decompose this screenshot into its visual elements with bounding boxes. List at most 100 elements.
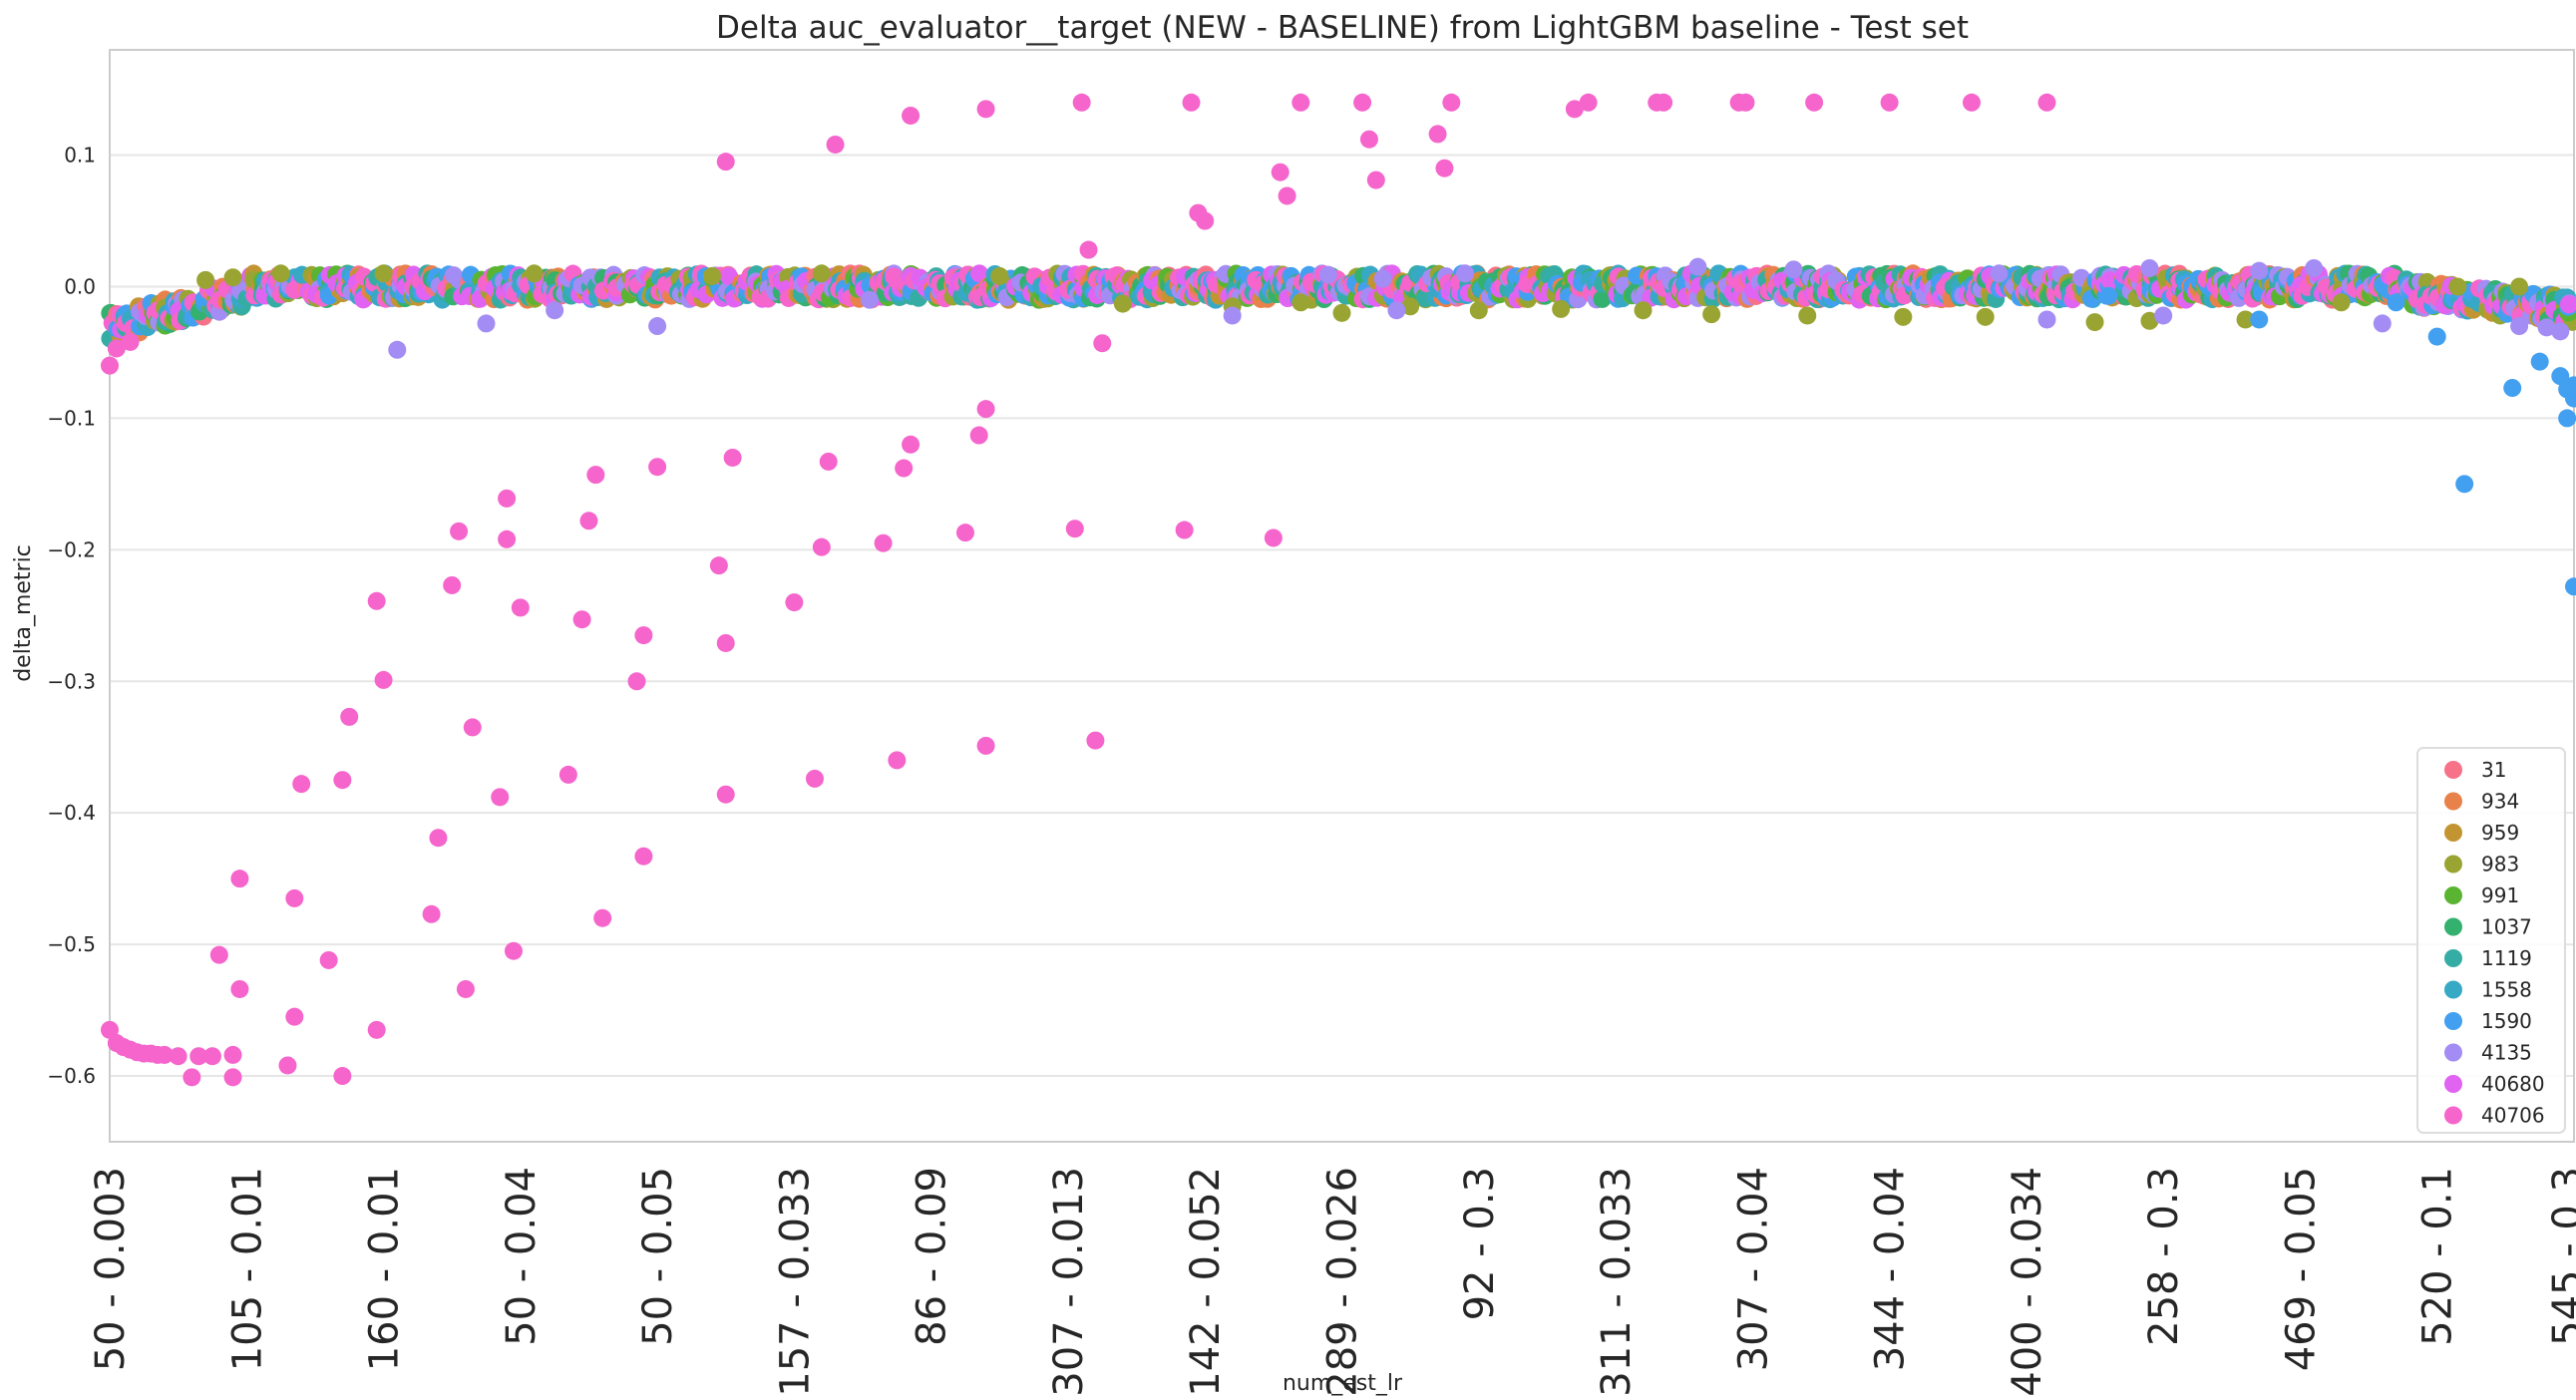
- legend-marker: [2444, 1075, 2462, 1093]
- data-point-983: [2332, 293, 2351, 312]
- data-point-40706: [1182, 93, 1201, 112]
- data-point-40706: [1736, 93, 1755, 112]
- data-point-40706: [1880, 93, 1899, 112]
- data-point-983: [1976, 307, 1995, 326]
- data-point-40706: [826, 135, 845, 154]
- data-point-40706: [572, 610, 591, 629]
- data-point-40706: [230, 979, 249, 998]
- data-point-40706: [443, 575, 462, 594]
- data-point-40706: [292, 775, 311, 794]
- legend-marker: [2444, 886, 2462, 904]
- data-point-983: [2236, 310, 2255, 329]
- x-tick-label: 50 - 0.003: [88, 1167, 134, 1371]
- data-point-4135: [1990, 264, 2009, 283]
- data-point-983: [1702, 305, 1721, 324]
- data-point-983: [1401, 297, 1420, 316]
- data-point-40706: [627, 672, 646, 691]
- data-point-40706: [121, 332, 140, 351]
- data-point-40706: [189, 1047, 208, 1066]
- data-point-983: [1894, 307, 1913, 326]
- legend-marker: [2444, 1043, 2462, 1062]
- x-tick-label: 545 - 0.3: [2545, 1167, 2576, 1346]
- data-point-4135: [2154, 306, 2173, 325]
- x-tick-label: 307 - 0.04: [1730, 1167, 1776, 1371]
- data-point-1590: [2099, 286, 2118, 305]
- data-point-40706: [1428, 125, 1447, 144]
- data-point-4135: [1373, 269, 1392, 288]
- data-point-4135: [2510, 317, 2529, 336]
- data-point-40706: [1442, 93, 1461, 112]
- x-tick-label: 105 - 0.01: [224, 1167, 270, 1371]
- x-tick-label: 157 - 0.033: [772, 1167, 818, 1397]
- data-point-40706: [586, 466, 605, 485]
- data-point-4135: [860, 290, 879, 309]
- data-point-983: [990, 266, 1009, 285]
- data-point-4135: [2140, 259, 2159, 277]
- data-point-4135: [2305, 259, 2324, 277]
- data-point-40706: [498, 489, 517, 508]
- x-tick-label: 344 - 0.04: [1868, 1167, 1914, 1371]
- legend-label: 934: [2481, 790, 2519, 814]
- data-point-40706: [976, 100, 995, 119]
- legend-label: 40680: [2481, 1072, 2545, 1096]
- x-tick-label: 400 - 0.034: [2005, 1167, 2050, 1397]
- data-point-1590: [2455, 475, 2474, 494]
- x-tick-label: 307 - 0.013: [1046, 1167, 1092, 1397]
- data-point-40706: [367, 1020, 386, 1039]
- data-point-1590: [2551, 367, 2570, 386]
- data-point-40706: [1196, 211, 1215, 230]
- data-point-4135: [388, 340, 407, 359]
- legend-marker: [2444, 792, 2462, 811]
- data-point-983: [812, 264, 831, 283]
- data-point-40706: [805, 769, 824, 788]
- scatter-points: [101, 93, 2576, 1087]
- data-point-4135: [2551, 322, 2570, 341]
- data-point-40706: [202, 1047, 221, 1066]
- data-point-40680: [970, 264, 989, 283]
- data-point-40706: [902, 435, 920, 454]
- data-point-40706: [333, 1067, 352, 1086]
- chart-title: Delta auc_evaluator__target (NEW - BASEL…: [716, 10, 1969, 46]
- data-point-40706: [955, 524, 974, 542]
- data-point-40706: [374, 670, 393, 689]
- legend-marker: [2444, 980, 2462, 999]
- legend-label: 991: [2481, 883, 2519, 907]
- plot-area-frame: [109, 49, 2575, 1143]
- legend-label: 1590: [2481, 1009, 2532, 1033]
- data-point-40706: [969, 426, 988, 445]
- data-point-40706: [319, 950, 338, 969]
- data-point-983: [374, 264, 393, 283]
- data-point-40706: [812, 537, 831, 556]
- data-point-40706: [422, 904, 441, 923]
- data-point-983: [1552, 299, 1571, 318]
- x-tick-label: 50 - 0.04: [499, 1167, 545, 1346]
- data-point-983: [223, 268, 242, 287]
- data-point-40706: [463, 718, 482, 737]
- data-point-40706: [285, 1007, 304, 1026]
- data-point-40706: [1435, 159, 1454, 177]
- data-point-40706: [634, 626, 653, 645]
- legend-label: 4135: [2481, 1041, 2532, 1065]
- data-point-40706: [1271, 163, 1289, 181]
- data-point-1590: [2565, 577, 2576, 596]
- legend-label: 1119: [2481, 946, 2532, 970]
- x-tick-label: 258 - 0.3: [2141, 1167, 2187, 1346]
- data-point-40706: [223, 1068, 242, 1087]
- data-point-40706: [511, 598, 530, 617]
- y-axis-ticks: 0.1 0.0 −0.1 −0.2 −0.3 −0.4 −0.5 −0.6: [47, 144, 96, 1088]
- x-tick-label: 289 - 0.026: [1320, 1167, 1366, 1397]
- data-point-40706: [1366, 171, 1385, 189]
- data-point-40706: [888, 751, 907, 770]
- legend-marker: [2444, 1012, 2462, 1030]
- data-point-40706: [101, 356, 119, 375]
- data-point-40706: [498, 529, 517, 548]
- data-point-983: [196, 270, 215, 289]
- data-point-4135: [2373, 314, 2392, 333]
- data-point-40706: [1805, 93, 1824, 112]
- data-point-40706: [450, 522, 469, 540]
- data-point-40706: [723, 448, 742, 467]
- x-tick-label: 520 - 0.1: [2415, 1167, 2461, 1346]
- y-tick-label: −0.1: [47, 406, 96, 430]
- data-point-4135: [1318, 265, 1337, 284]
- data-point-40706: [107, 339, 126, 358]
